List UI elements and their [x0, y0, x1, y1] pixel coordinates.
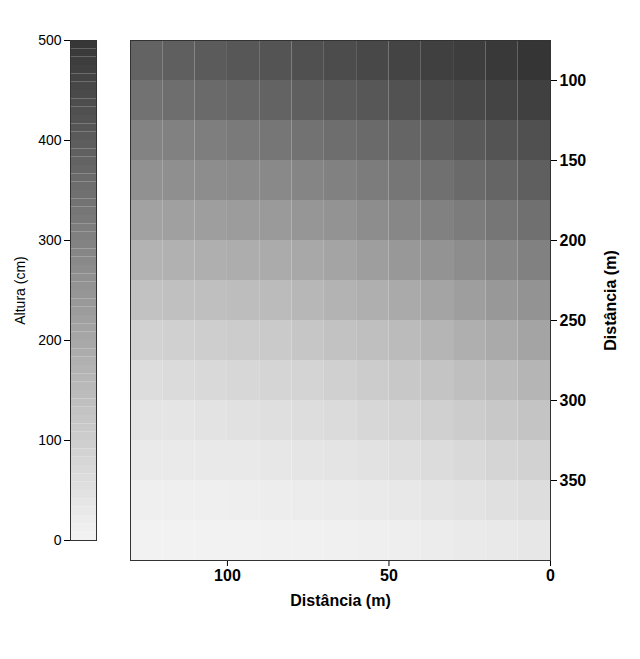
svg-text:0: 0 [546, 567, 555, 584]
svg-text:200: 200 [560, 232, 587, 249]
svg-text:Altura (cm): Altura (cm) [12, 256, 28, 324]
svg-text:150: 150 [560, 152, 587, 169]
svg-text:Distância (m): Distância (m) [290, 592, 390, 609]
svg-text:100: 100 [214, 567, 241, 584]
svg-text:350: 350 [560, 472, 587, 489]
svg-text:500: 500 [38, 32, 62, 48]
svg-text:Distância (m): Distância (m) [602, 250, 619, 350]
svg-text:250: 250 [560, 312, 587, 329]
svg-text:100: 100 [38, 432, 62, 448]
svg-text:400: 400 [38, 132, 62, 148]
svg-text:0: 0 [54, 532, 62, 548]
svg-text:50: 50 [380, 567, 398, 584]
svg-text:100: 100 [560, 72, 587, 89]
svg-text:200: 200 [38, 332, 62, 348]
svg-text:300: 300 [38, 232, 62, 248]
svg-text:300: 300 [560, 392, 587, 409]
